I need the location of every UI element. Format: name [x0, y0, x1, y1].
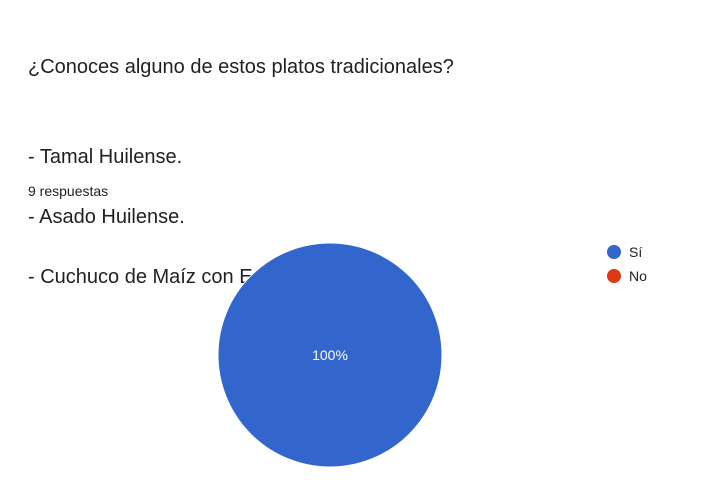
- legend-item-si[interactable]: Sí: [607, 240, 647, 264]
- pie-labels: 100%: [312, 347, 348, 363]
- pie-data-label-si: 100%: [312, 347, 348, 363]
- pie-slice-si[interactable]: [217, 242, 443, 468]
- chart-legend[interactable]: Sí No: [607, 240, 647, 288]
- legend-label-si: Sí: [629, 244, 643, 260]
- dish-item-asado: - Asado Huilense.: [28, 206, 185, 228]
- pie-slices: [217, 242, 443, 468]
- legend-swatch-no: [607, 269, 621, 283]
- legend-label-no: No: [629, 268, 647, 284]
- legend-item-no[interactable]: No: [607, 264, 647, 288]
- response-count: 9 respuestas: [28, 183, 109, 199]
- dish-item-tamal: - Tamal Huilense.: [28, 146, 183, 168]
- question-title: ¿Conoces alguno de estos platos tradicio…: [28, 56, 454, 78]
- legend-swatch-si: [607, 245, 621, 259]
